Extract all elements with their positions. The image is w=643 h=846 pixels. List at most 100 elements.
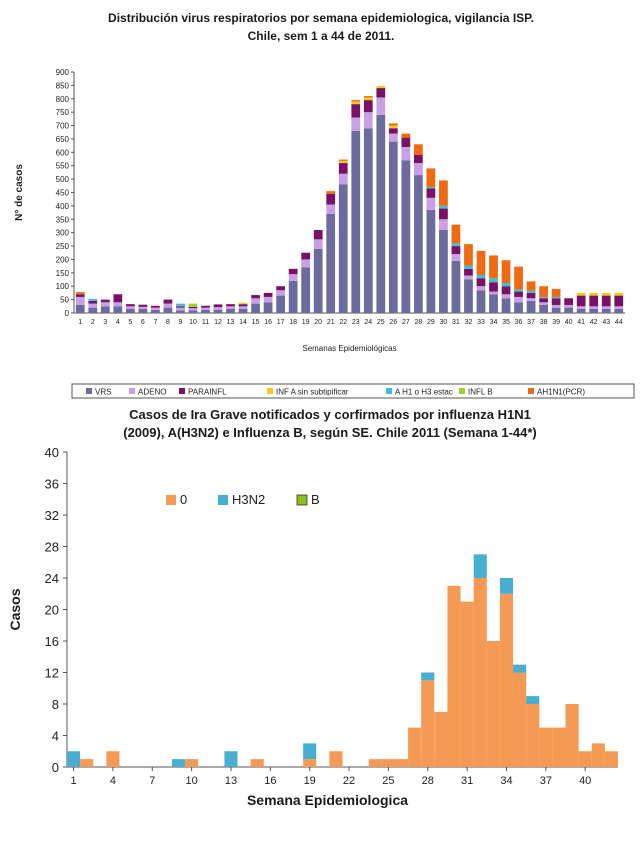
bar-segment: [501, 294, 511, 299]
x-tick-label: 37: [540, 775, 552, 787]
bar-segment: [589, 308, 599, 313]
bar-segment: [388, 133, 398, 142]
y-tick-label: 0: [52, 760, 59, 775]
x-tick-label: 28: [414, 319, 422, 326]
bar-segment: [288, 268, 298, 275]
x-tick-label: 1: [78, 319, 82, 326]
x-tick-label: 23: [352, 319, 360, 326]
bar-segment: [329, 751, 343, 767]
bar-segment: [138, 306, 148, 309]
bar-segment: [263, 292, 273, 297]
y-tick-label: 40: [45, 445, 59, 460]
x-tick-label: 22: [343, 775, 355, 787]
bar-segment: [576, 295, 586, 307]
bar-segment: [604, 751, 618, 767]
legend-swatch: [528, 388, 534, 394]
bar-segment: [75, 292, 85, 295]
bar-segment: [368, 759, 382, 767]
x-tick-label: 16: [264, 775, 276, 787]
bar-segment: [447, 585, 461, 767]
bar-segment: [576, 292, 586, 296]
bar-segment: [564, 304, 574, 308]
bar-segment: [539, 298, 548, 303]
y-tick-label: 750: [56, 108, 70, 117]
legend-label: PARAINFL: [188, 388, 227, 397]
x-tick-label: 17: [277, 319, 285, 326]
y-tick-label: 500: [56, 175, 70, 184]
bar-segment: [489, 255, 498, 279]
bar-segment: [476, 274, 486, 279]
x-tick-label: 15: [252, 319, 260, 326]
y-tick-label: 150: [56, 269, 70, 278]
x-tick-label: 1: [70, 775, 76, 787]
chart-subtitle: (2009), A(H3N2) e Influenza B, según SE.…: [123, 425, 537, 440]
bar-segment: [363, 128, 373, 313]
y-tick-label: 300: [56, 229, 70, 238]
chart-title: Distribución virus respiratorios por sem…: [108, 11, 534, 25]
legend-label: ADENO: [138, 388, 166, 397]
x-tick-label: 27: [402, 319, 410, 326]
respiratory-virus-chart: Distribución virus respiratorios por sem…: [14, 11, 635, 399]
bar-segment: [276, 290, 286, 296]
x-tick-label: 28: [422, 775, 434, 787]
bar-segment: [539, 302, 548, 305]
bar-segment: [589, 292, 599, 296]
x-tick-label: 25: [382, 775, 394, 787]
bar-segment: [363, 100, 373, 113]
bar-segment: [401, 160, 411, 313]
bar-segment: [288, 280, 298, 313]
y-tick-label: 4: [52, 729, 59, 744]
x-tick-label: 13: [227, 319, 235, 326]
legend-swatch: [386, 388, 392, 394]
bar-segment: [88, 298, 98, 301]
bar-segment: [226, 304, 235, 307]
bar-segment: [151, 307, 160, 310]
bar-segment: [363, 112, 373, 129]
bar-segment: [238, 304, 248, 307]
bar-segment: [421, 672, 435, 681]
bar-segment: [138, 304, 148, 307]
x-tick-label: 21: [327, 319, 335, 326]
bar-segment: [499, 593, 514, 767]
y-tick-label: 650: [56, 135, 70, 144]
bar-segment: [526, 298, 536, 301]
bar-segment: [251, 295, 260, 299]
bar-segment: [451, 260, 461, 313]
bar-segment: [313, 248, 323, 313]
bar-segment: [513, 664, 527, 673]
bar-segment: [464, 275, 473, 280]
bar-segment: [564, 298, 574, 305]
bar-segment: [88, 300, 98, 304]
bar-segment: [526, 292, 536, 299]
bar-segment: [451, 243, 461, 247]
bar-segment: [439, 208, 448, 220]
y-tick-label: 600: [56, 148, 70, 157]
x-tick-label: 39: [552, 319, 560, 326]
y-tick-label: 32: [45, 508, 59, 523]
bar-segment: [301, 252, 311, 260]
bar-segment: [408, 727, 422, 767]
bar-segment: [125, 306, 135, 309]
bar-segment: [381, 759, 395, 767]
bar-segment: [591, 743, 605, 767]
x-tick-label: 31: [461, 775, 473, 787]
bar-segment: [451, 254, 461, 261]
x-tick-label: 34: [500, 775, 512, 787]
bar-segment: [401, 146, 411, 161]
bar-segment: [539, 296, 548, 299]
bar-segment: [489, 291, 498, 295]
x-tick-label: 5: [128, 319, 132, 326]
bar-segment: [276, 295, 286, 313]
bar-segment: [188, 308, 198, 311]
x-tick-label: 19: [304, 775, 316, 787]
bar-segment: [589, 295, 599, 307]
bar-segment: [188, 306, 198, 309]
bar-segment: [426, 168, 436, 188]
bar-segment: [224, 751, 238, 767]
bar-segment: [388, 141, 398, 313]
legend-swatch: [166, 495, 176, 505]
bar-segment: [201, 309, 210, 313]
bar-segment: [601, 306, 611, 309]
bar-segment: [100, 299, 110, 303]
